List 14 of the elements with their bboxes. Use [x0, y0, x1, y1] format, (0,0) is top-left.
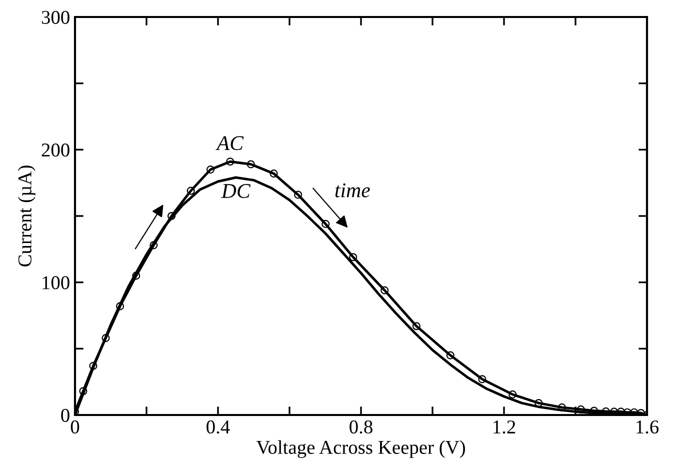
annotation: time	[335, 183, 370, 198]
y-tick-label: 0	[61, 408, 70, 422]
x-tick-label: 1.6	[636, 420, 659, 434]
x-tick-label: 1.2	[494, 420, 516, 434]
x-tick-label: 0.4	[206, 420, 230, 434]
x-axis-title: Voltage Across Keeper (V)	[256, 440, 465, 458]
x-tick-label: 0.8	[350, 420, 372, 434]
y-axis-title: Current (µA)	[18, 166, 36, 266]
series-label: AC	[216, 136, 244, 150]
y-tick-label: 200	[42, 143, 70, 157]
x-tick-label: 0	[70, 420, 80, 434]
series-label: DC	[221, 184, 251, 198]
y-tick-label: 300	[42, 10, 70, 24]
y-tick-label: 100	[42, 276, 70, 290]
